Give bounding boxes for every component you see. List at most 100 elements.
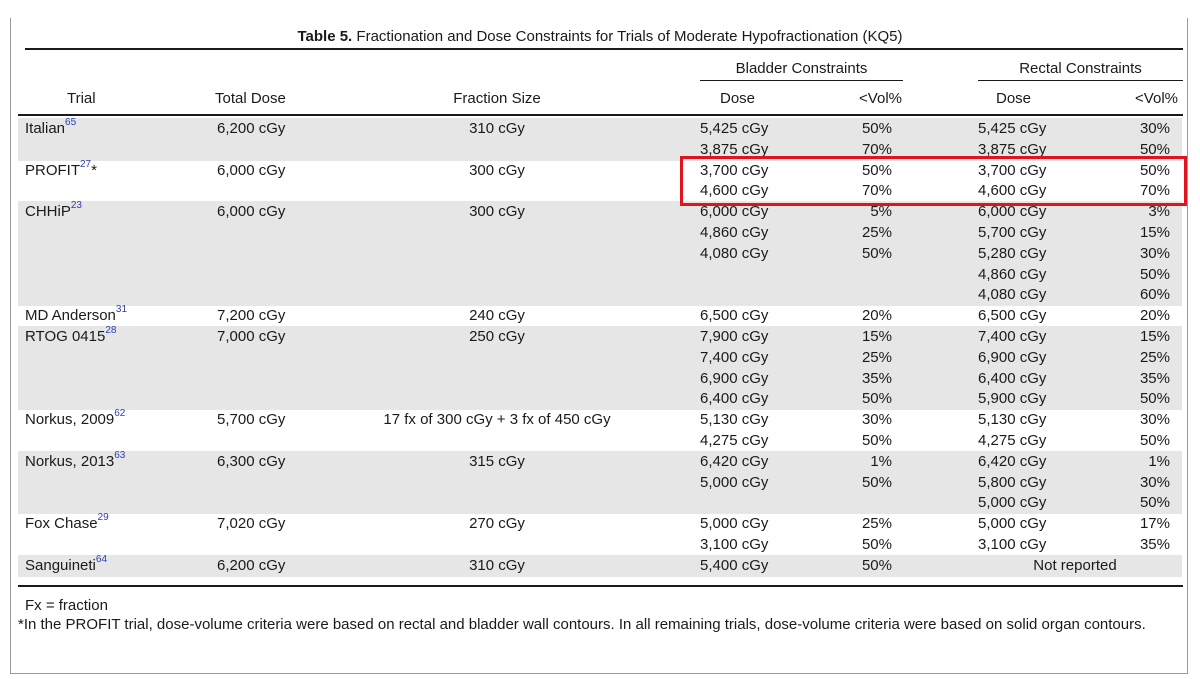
- bladder-group-header: Bladder Constraints: [735, 60, 868, 77]
- bladder-dose: 6,900 cGy: [700, 369, 769, 387]
- trial-label: PROFIT: [25, 161, 80, 179]
- rectal-vol: 30%: [1139, 244, 1170, 262]
- rectal-dose: 5,900 cGy: [978, 390, 1047, 408]
- trial-name: Italian65: [25, 118, 76, 139]
- bladder-vol: 20%: [861, 307, 892, 325]
- rectal-dose: 4,275 cGy: [978, 432, 1047, 449]
- rectal-dose: 6,900 cGy: [978, 348, 1047, 366]
- col-header-fraction-size: Fraction Size: [453, 90, 541, 107]
- trial-label: Fox Chase: [25, 515, 98, 533]
- row-band: [18, 326, 1182, 411]
- bladder-vol: 30%: [861, 411, 892, 429]
- bladder-dose: 3,100 cGy: [700, 536, 769, 553]
- bladder-vol: 50%: [861, 244, 892, 262]
- rectal-group-rule: [978, 80, 1183, 81]
- highlight-box: [680, 156, 1187, 206]
- col-header-total-dose: Total Dose: [215, 90, 286, 107]
- total-dose: 6,200 cGy: [217, 556, 286, 574]
- total-dose: 7,020 cGy: [217, 515, 286, 533]
- reference-number: 29: [97, 512, 109, 524]
- bladder-vol: 50%: [861, 536, 892, 553]
- rectal-vol: 30%: [1139, 473, 1170, 491]
- bladder-dose: 6,500 cGy: [700, 307, 769, 325]
- reference-number: 23: [70, 200, 82, 212]
- bladder-vol: 5%: [870, 203, 892, 221]
- fraction-size: 250 cGy: [469, 328, 525, 345]
- rectal-dose: 4,600 cGy: [978, 182, 1047, 200]
- header-rule: [18, 114, 1183, 116]
- footnote-marker: *: [91, 161, 97, 179]
- fraction-size: 310 cGy: [469, 120, 525, 137]
- rectal-vol: 70%: [1139, 182, 1170, 200]
- bladder-dose: 5,130 cGy: [700, 411, 769, 429]
- total-dose: 6,000 cGy: [217, 161, 286, 179]
- rectal-vol: 1%: [1148, 452, 1170, 470]
- trial-label: Italian: [25, 120, 66, 137]
- bladder-dose: 3,700 cGy: [700, 161, 769, 179]
- bottom-rule: [18, 585, 1183, 587]
- bladder-vol: 25%: [861, 515, 892, 533]
- rectal-dose: 5,000 cGy: [978, 515, 1047, 533]
- rectal-dose: 5,000 cGy: [978, 494, 1047, 512]
- reference-number: 63: [114, 449, 126, 461]
- rectal-vol: 35%: [1139, 369, 1170, 387]
- rectal-dose: 6,500 cGy: [978, 307, 1047, 325]
- rectal-dose: 5,280 cGy: [978, 244, 1047, 262]
- bladder-vol: 1%: [870, 452, 892, 470]
- total-dose: 7,000 cGy: [217, 328, 286, 345]
- rectal-dose: 6,000 cGy: [978, 203, 1047, 221]
- bladder-dose: 5,000 cGy: [700, 473, 769, 491]
- rectal-vol: 50%: [1139, 140, 1170, 158]
- rectal-dose: 6,420 cGy: [978, 452, 1047, 470]
- footnote-fx: Fx = fraction: [25, 597, 108, 614]
- bladder-dose: 5,400 cGy: [700, 556, 769, 574]
- fraction-size: 240 cGy: [469, 307, 525, 325]
- table-frame: [10, 18, 1188, 674]
- fraction-size: 17 fx of 300 cGy + 3 fx of 450 cGy: [383, 411, 611, 429]
- bladder-vol: 50%: [861, 120, 892, 137]
- row-band: [18, 201, 1182, 307]
- rectal-dose: 4,080 cGy: [978, 286, 1047, 304]
- trial-name: PROFIT27*: [25, 159, 97, 181]
- bladder-dose: 4,860 cGy: [700, 224, 769, 241]
- fraction-size: 315 cGy: [469, 452, 525, 470]
- total-dose: 6,300 cGy: [217, 452, 286, 470]
- trial-name: Sanguineti64: [25, 554, 107, 576]
- fraction-size: 300 cGy: [469, 161, 525, 179]
- bladder-vol: 50%: [861, 556, 892, 574]
- fraction-size: 310 cGy: [469, 556, 525, 574]
- col-header-bladder-vol: <Vol%: [859, 90, 902, 107]
- reference-number: 28: [105, 325, 117, 336]
- bladder-vol: 25%: [861, 224, 892, 241]
- trial-name: Fox Chase29: [25, 512, 109, 534]
- bladder-group-rule: [700, 80, 903, 81]
- bladder-vol: 25%: [861, 348, 892, 366]
- rectal-vol: 50%: [1139, 265, 1170, 283]
- trial-name: Norkus, 200962: [25, 409, 125, 430]
- rectal-vol: 35%: [1139, 536, 1170, 553]
- total-dose: 6,000 cGy: [217, 203, 286, 221]
- bladder-vol: 50%: [861, 473, 892, 491]
- rectal-not-reported: Not reported: [1033, 556, 1117, 574]
- trial-label: MD Anderson: [25, 307, 116, 325]
- bladder-vol: 50%: [861, 432, 892, 449]
- rectal-vol: 15%: [1139, 328, 1170, 345]
- rectal-vol: 17%: [1139, 515, 1170, 533]
- fraction-size: 300 cGy: [469, 203, 525, 221]
- col-header-bladder-dose: Dose: [720, 90, 756, 107]
- caption-text: Fractionation and Dose Constraints for T…: [356, 28, 903, 45]
- trial-name: RTOG 041528: [25, 325, 117, 347]
- bladder-dose: 3,875 cGy: [700, 140, 769, 158]
- rectal-dose: 5,800 cGy: [978, 473, 1047, 491]
- rectal-vol: 3%: [1148, 203, 1170, 221]
- rectal-dose: 5,425 cGy: [978, 120, 1047, 137]
- trial-label: RTOG 0415: [25, 328, 106, 345]
- rectal-vol: 60%: [1139, 286, 1170, 304]
- col-header-trial: Trial: [67, 90, 96, 107]
- bladder-dose: 6,000 cGy: [700, 203, 769, 221]
- rectal-dose: 6,400 cGy: [978, 369, 1047, 387]
- trial-name: Norkus, 201363: [25, 449, 126, 472]
- rectal-vol: 30%: [1139, 411, 1170, 429]
- total-dose: 7,200 cGy: [217, 307, 286, 325]
